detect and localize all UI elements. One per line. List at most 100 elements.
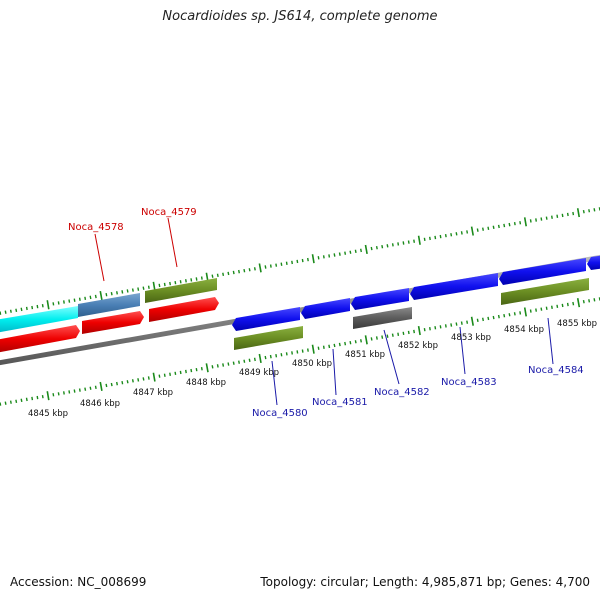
minor-tick	[561, 213, 564, 218]
feature-cyan[interactable]	[0, 306, 78, 333]
minor-tick	[450, 233, 453, 237]
minor-tick	[572, 301, 575, 306]
minor-tick	[227, 362, 230, 366]
minor-tick	[407, 240, 410, 244]
feature-noca-4578[interactable]	[78, 293, 140, 317]
minor-tick	[322, 255, 325, 259]
scale-label: 4855 kbp	[557, 319, 597, 329]
feature-noca-4583[interactable]	[410, 273, 498, 300]
minor-tick	[200, 276, 203, 280]
minor-tick	[588, 209, 591, 213]
gene-label[interactable]: Noca_4581	[312, 397, 368, 408]
minor-tick	[78, 297, 81, 301]
minor-tick	[551, 305, 553, 310]
scale-label: 4850 kbp	[292, 359, 332, 369]
minor-tick	[190, 278, 193, 282]
minor-tick	[566, 302, 569, 307]
minor-tick	[391, 333, 394, 337]
feature-noca-4584-blue[interactable]	[499, 258, 586, 285]
minor-tick	[354, 249, 357, 254]
major-tick	[99, 381, 103, 391]
minor-tick	[333, 253, 336, 257]
minor-tick	[423, 327, 426, 332]
scale-label: 4845 kbp	[28, 409, 68, 419]
minor-tick	[121, 380, 124, 385]
minor-tick	[545, 216, 548, 220]
minor-tick	[41, 394, 44, 399]
minor-tick	[344, 341, 347, 346]
minor-tick	[174, 371, 177, 376]
minor-tick	[301, 258, 304, 263]
minor-tick	[232, 270, 235, 275]
minor-tick	[68, 299, 71, 303]
minor-tick	[105, 383, 108, 388]
minor-tick	[137, 287, 140, 291]
minor-tick	[73, 389, 76, 393]
minor-tick	[147, 376, 150, 380]
minor-tick	[52, 302, 55, 306]
minor-tick	[243, 268, 246, 273]
leader-noca-4584	[547, 317, 554, 365]
minor-tick	[402, 241, 405, 245]
minor-tick	[439, 325, 442, 329]
gene-label[interactable]: Noca_4583	[441, 377, 497, 388]
feature-red-2[interactable]	[82, 311, 144, 334]
feature-noca-4580[interactable]	[232, 307, 300, 331]
minor-tick	[179, 370, 182, 375]
feature-noca-4579[interactable]	[145, 278, 217, 303]
feature-blue-3[interactable]	[351, 288, 409, 310]
minor-tick	[185, 369, 187, 374]
minor-tick	[375, 245, 378, 250]
major-tick	[46, 391, 50, 401]
minor-tick	[508, 222, 511, 227]
minor-tick	[20, 307, 23, 312]
gene-label[interactable]: Noca_4582	[374, 387, 430, 398]
minor-tick	[73, 298, 76, 302]
minor-tick	[466, 230, 469, 234]
minor-tick	[57, 301, 60, 305]
minor-tick	[121, 290, 124, 294]
minor-tick	[248, 358, 251, 363]
feature-olive-lower[interactable]	[234, 326, 303, 350]
minor-tick	[423, 237, 426, 242]
minor-tick	[513, 312, 516, 316]
minor-tick	[540, 307, 543, 311]
minor-tick	[269, 354, 272, 359]
gene-label[interactable]: Noca_4578	[68, 222, 124, 233]
scale-label: 4854 kbp	[504, 325, 544, 335]
scale-labels: 4845 kbp 4846 kbp 4847 kbp 4848 kbp 4849…	[28, 319, 597, 419]
minor-tick	[147, 285, 150, 289]
minor-tick	[307, 348, 309, 352]
feature-red-1[interactable]	[0, 325, 80, 353]
minor-tick	[466, 320, 469, 324]
minor-tick	[94, 385, 97, 390]
minor-tick	[174, 280, 177, 285]
feature-blue-edge[interactable]	[587, 255, 600, 270]
minor-tick	[349, 340, 352, 345]
feature-noca-4582[interactable]	[353, 307, 412, 329]
minor-tick	[222, 272, 225, 277]
gene-label[interactable]: Noca_4584	[528, 365, 584, 376]
major-tick	[364, 335, 368, 345]
minor-tick	[535, 308, 537, 312]
minor-tick	[360, 339, 362, 343]
feature-noca-4581[interactable]	[301, 298, 350, 319]
major-tick	[205, 363, 209, 373]
feature-noca-4584[interactable]	[501, 278, 589, 305]
leader-noca-4582	[383, 329, 400, 385]
minor-tick	[216, 273, 219, 278]
feature-red-3[interactable]	[149, 297, 219, 322]
minor-tick	[105, 292, 108, 297]
minor-tick	[275, 263, 278, 267]
leader-noca-4579	[167, 217, 178, 268]
gene-label[interactable]: Noca_4580	[252, 408, 308, 419]
minor-tick	[540, 217, 543, 221]
minor-tick	[211, 365, 214, 369]
minor-tick	[238, 269, 240, 274]
gene-label[interactable]: Noca_4579	[141, 207, 197, 218]
outer-tick-scale	[0, 207, 600, 315]
minor-tick	[57, 392, 60, 396]
minor-tick	[497, 224, 500, 229]
minor-tick	[391, 243, 394, 247]
minor-tick	[9, 309, 12, 313]
